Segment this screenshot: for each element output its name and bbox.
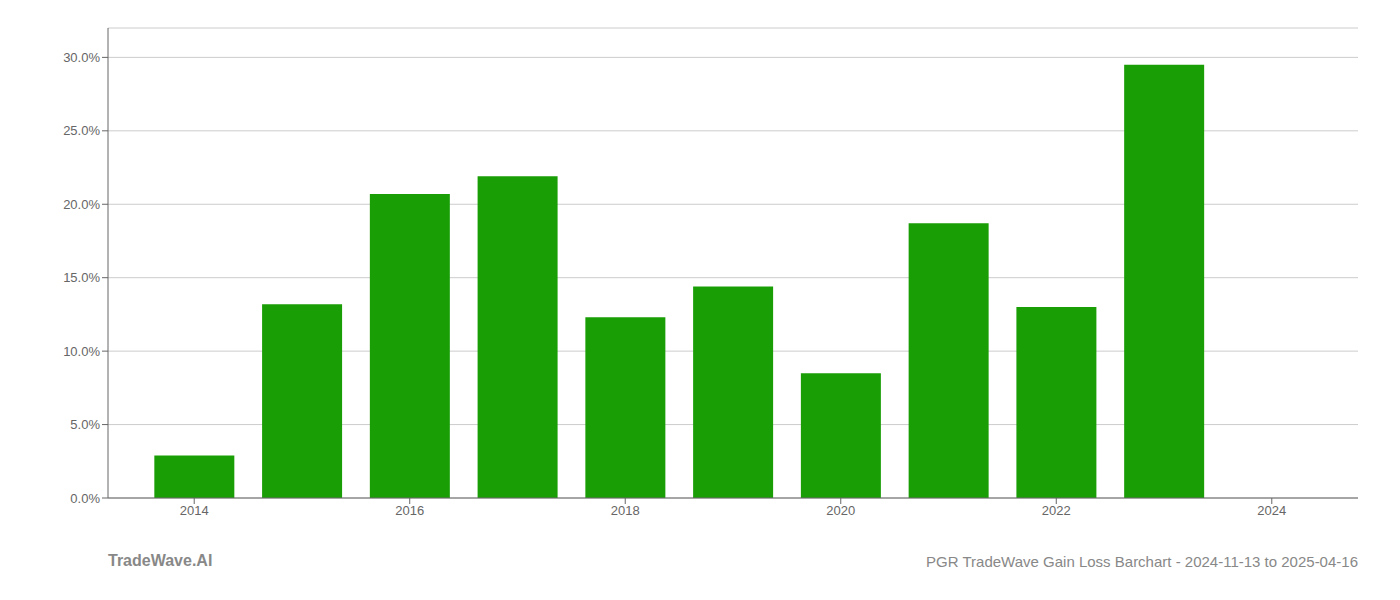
svg-text:2020: 2020 xyxy=(826,503,855,518)
svg-text:5.0%: 5.0% xyxy=(70,417,100,432)
svg-text:20.0%: 20.0% xyxy=(63,197,100,212)
html-text:PGR TradeWave Gain Loss Barcha: PGR TradeWave Gain Loss Barchart - 2024-… xyxy=(926,553,1358,570)
svg-text:2016: 2016 xyxy=(395,503,424,518)
html-text:TradeWave.AI: TradeWave.AI xyxy=(108,552,213,569)
svg-text:10.0%: 10.0% xyxy=(63,344,100,359)
svg-text:25.0%: 25.0% xyxy=(63,123,100,138)
svg-text:2024: 2024 xyxy=(1257,503,1286,518)
svg-text:30.0%: 30.0% xyxy=(63,50,100,65)
svg-text:15.0%: 15.0% xyxy=(63,270,100,285)
svg-text:2018: 2018 xyxy=(611,503,640,518)
svg-text:2014: 2014 xyxy=(180,503,209,518)
svg-text:2022: 2022 xyxy=(1042,503,1071,518)
svg-text:0.0%: 0.0% xyxy=(70,491,100,506)
